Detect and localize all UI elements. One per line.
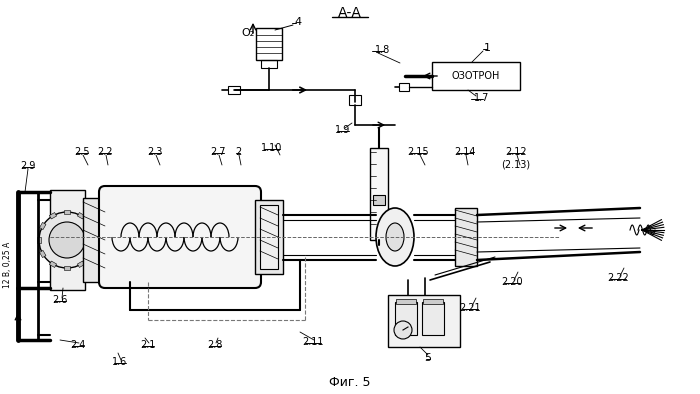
Text: 2.11: 2.11 [302,337,323,347]
Bar [78,212,85,219]
Text: 1.6: 1.6 [113,357,127,367]
Bar [373,195,385,205]
Text: 2.3: 2.3 [147,147,162,157]
Text: 2.8: 2.8 [207,340,223,350]
Bar [64,210,70,214]
Bar [455,208,477,266]
Text: А-А: А-А [338,6,362,20]
Text: 2.7: 2.7 [210,147,225,157]
Text: 1.10: 1.10 [261,143,283,153]
Bar [388,295,460,347]
FancyBboxPatch shape [99,186,261,288]
Ellipse shape [386,223,404,251]
Bar [399,83,409,91]
Bar [396,299,416,304]
Bar [83,198,105,282]
Text: 2.1: 2.1 [140,340,155,350]
Text: (2.13): (2.13) [501,159,531,169]
Circle shape [394,321,412,339]
Circle shape [39,212,95,268]
Text: 2.14: 2.14 [454,147,476,157]
Bar [93,237,97,243]
Text: 2.5: 2.5 [74,147,90,157]
Text: 5: 5 [424,353,431,363]
Bar [50,261,57,268]
Text: ОЗОТРОН: ОЗОТРОН [452,71,500,81]
Text: 2.21: 2.21 [459,303,481,313]
Text: 1.7: 1.7 [474,93,489,103]
Text: 2: 2 [235,147,241,157]
Bar [39,251,46,258]
Bar [88,222,95,230]
Text: 2.6: 2.6 [52,295,68,305]
Bar [50,212,57,219]
Text: 2.15: 2.15 [407,147,429,157]
Bar [39,222,46,230]
Bar [260,205,278,269]
Text: 4: 4 [294,17,301,27]
Circle shape [49,222,85,258]
Bar [228,86,240,94]
Text: 12 В, 0,25 А: 12 В, 0,25 А [4,242,13,288]
Text: 2.20: 2.20 [501,277,523,287]
Text: 2.2: 2.2 [97,147,113,157]
Bar [395,302,417,335]
Bar [423,299,443,304]
Bar [78,261,85,268]
Bar [432,62,520,90]
Bar [255,200,283,274]
Text: 1.8: 1.8 [375,45,391,55]
Text: 2.4: 2.4 [70,340,85,350]
Text: 2.22: 2.22 [607,273,629,283]
Bar [256,28,282,60]
Bar [349,95,361,105]
Bar [88,251,95,258]
Bar [422,302,444,335]
Text: Фиг. 5: Фиг. 5 [329,377,371,390]
Text: О₂: О₂ [241,28,255,38]
Ellipse shape [376,208,414,266]
Bar [50,190,85,290]
Text: 1.9: 1.9 [335,125,351,135]
Text: 2.12: 2.12 [505,147,527,157]
Bar [370,148,388,240]
Bar [37,237,41,243]
Text: 2.9: 2.9 [20,161,36,171]
Bar [64,266,70,270]
Text: 1: 1 [484,43,491,53]
Bar [261,60,277,68]
